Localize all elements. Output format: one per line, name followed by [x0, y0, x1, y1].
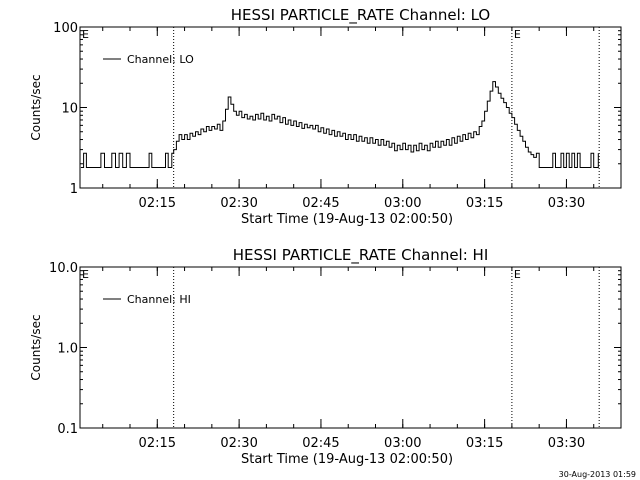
- legend-label: Channel: LO: [127, 53, 194, 66]
- y-tick-label: 1.0: [57, 342, 78, 357]
- series-line: [80, 81, 599, 168]
- x-tick-label: 03:00: [384, 196, 421, 211]
- y-tick-label: 1: [70, 182, 78, 197]
- x-tick-label: 03:30: [548, 196, 585, 211]
- y-tick-label: 10: [61, 102, 78, 117]
- y-axis-label: Counts/sec: [29, 74, 43, 140]
- legend-label: Channel: HI: [127, 293, 191, 306]
- x-tick-label: 03:15: [466, 196, 503, 211]
- y-axis-label: Counts/sec: [29, 314, 43, 380]
- x-tick-label: 02:30: [220, 436, 257, 451]
- x-tick-label: 03:15: [466, 436, 503, 451]
- x-axis-label: Start Time (19-Aug-13 02:00:50): [241, 212, 453, 227]
- e-marker-label: E: [514, 28, 521, 41]
- y-tick-label: 0.1: [57, 422, 78, 437]
- y-tick-label: 10.0: [49, 261, 78, 276]
- e-marker-label: E: [82, 268, 89, 281]
- y-tick-label: 100: [53, 21, 78, 36]
- plot-frame: [79, 266, 622, 429]
- x-tick-label: 02:45: [302, 196, 339, 211]
- x-tick-label: 02:15: [139, 196, 176, 211]
- chart-title: HESSI PARTICLE_RATE Channel: LO: [231, 6, 490, 25]
- x-tick-label: 03:30: [548, 436, 585, 451]
- x-tick-label: 02:45: [302, 436, 339, 451]
- x-tick-label: 02:30: [220, 196, 257, 211]
- x-axis-label: Start Time (19-Aug-13 02:00:50): [241, 452, 453, 467]
- chart-title: HESSI PARTICLE_RATE Channel: HI: [233, 246, 489, 265]
- x-tick-label: 03:00: [384, 436, 421, 451]
- plot-frame: [79, 26, 622, 189]
- panel-lo: HESSI PARTICLE_RATE Channel: LO 1 10 100 Cou…: [29, 6, 622, 227]
- x-tick-label: 02:15: [139, 436, 176, 451]
- e-marker-label: E: [82, 28, 89, 41]
- footer-timestamp: 30-Aug-2013 01:59: [559, 470, 636, 479]
- e-marker-label: E: [514, 268, 521, 281]
- panel-hi: HESSI PARTICLE_RATE Channel: HI 0.1 1.0 10.…: [29, 246, 622, 467]
